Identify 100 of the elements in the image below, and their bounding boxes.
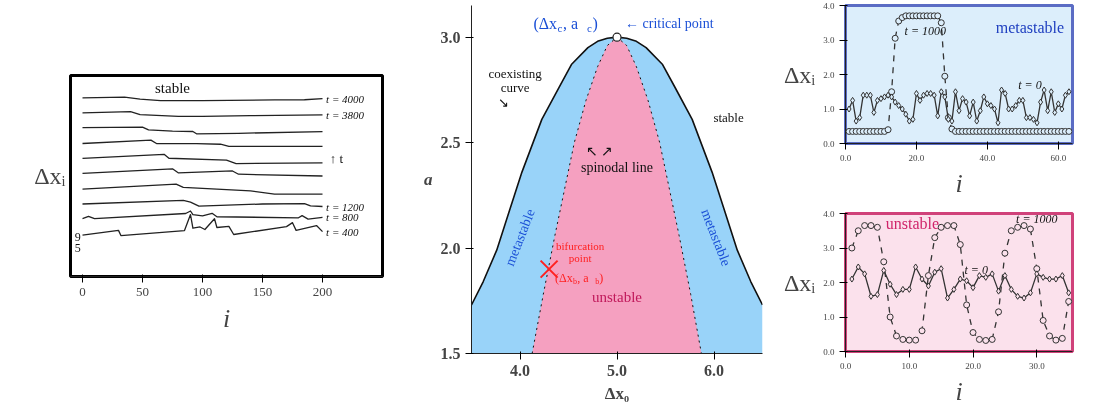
point (1065, 297, 1073, 305)
y-tick-label: 3.0 (823, 35, 835, 45)
annotation: metastable (995, 19, 1065, 37)
point (950, 222, 958, 230)
point (956, 241, 964, 249)
point (918, 327, 926, 335)
annotation: ← critical point (625, 15, 714, 31)
point (995, 308, 1003, 316)
text: stable (155, 80, 191, 97)
x-tick-label: 20.0 (965, 360, 982, 371)
point (964, 277, 970, 285)
point (1033, 265, 1041, 273)
point (989, 270, 995, 278)
point (924, 272, 932, 280)
point (938, 265, 944, 273)
point (886, 313, 894, 321)
y-tick-label: 1.0 (823, 312, 835, 322)
point (1058, 334, 1066, 342)
point (905, 336, 913, 344)
point (1008, 285, 1014, 293)
x-tick-label: 40.0 (979, 152, 996, 163)
point (894, 291, 900, 299)
x-tick-label: 5.0 (607, 361, 627, 379)
series-label: t = 400 (326, 225, 360, 238)
point (1052, 336, 1060, 344)
point (868, 292, 874, 300)
point (1039, 316, 1047, 324)
point (906, 285, 912, 293)
point (925, 282, 931, 290)
series-label: t = 0 (964, 263, 988, 278)
point (976, 272, 982, 280)
point (1066, 289, 1072, 297)
x-tick-label: 60.0 (1050, 152, 1067, 163)
point (861, 222, 869, 230)
point (1015, 292, 1021, 300)
point (919, 275, 925, 283)
point (975, 335, 983, 343)
series-label: t = 0 (1018, 77, 1042, 92)
series-label: t = 1000 (1016, 211, 1058, 226)
y-tick-label: 4.0 (823, 0, 835, 11)
point (1040, 273, 1046, 281)
x-axis-title: i (955, 376, 963, 406)
point (963, 301, 971, 309)
x-tick-label: 4.0 (510, 361, 530, 379)
point (912, 336, 920, 344)
point (1014, 223, 1022, 231)
point (970, 284, 976, 292)
y-tick-label: 4.0 (823, 208, 835, 219)
y-tick-label: 2.0 (823, 277, 835, 288)
x-tick-label: 30.0 (1028, 360, 1046, 371)
x-tick-label: 10.0 (901, 360, 918, 371)
point (893, 332, 901, 340)
y-axis-title: Δxᵢ (783, 269, 816, 296)
annotation: unstable (592, 288, 643, 305)
point (951, 285, 957, 293)
point (1021, 294, 1027, 302)
y-tick-label: 3.0 (440, 28, 461, 46)
y-tick-label: 2.5 (440, 134, 461, 152)
point (996, 287, 1002, 295)
annotation: bifurcation point (556, 240, 605, 265)
point (1026, 225, 1034, 233)
x-tick-label: 150 (252, 283, 273, 299)
point (945, 294, 951, 302)
series-label: t = 1000 (904, 24, 947, 39)
y-tick-label: 1.0 (823, 104, 835, 114)
y-axis-title: Δxᵢ (34, 163, 66, 189)
point (982, 336, 990, 344)
point (874, 291, 880, 299)
point (1059, 272, 1065, 280)
x-tick-label: 100 (192, 283, 213, 299)
y-tick-label: 2.0 (440, 239, 461, 257)
x-tick-label: 50 (136, 283, 149, 299)
y-tick-label: 0.0 (823, 138, 835, 149)
point (1034, 270, 1040, 278)
point (913, 263, 919, 271)
x-tick-label: 6.0 (704, 361, 724, 379)
point (880, 258, 888, 266)
point (1001, 249, 1009, 257)
y-tick-label: 2.0 (823, 69, 835, 80)
x-tick-label: 0 (79, 283, 86, 299)
x-tick-label: 200 (312, 283, 333, 299)
point (854, 227, 862, 235)
y-axis-title: a (424, 170, 433, 189)
point (1007, 227, 1015, 235)
x-tick-label: 20.0 (908, 152, 925, 163)
point (900, 285, 906, 293)
series-label: t = 1200 (326, 200, 365, 213)
annotation: coexisting curve ↘ (488, 65, 543, 110)
x-tick-label: 0.0 (839, 360, 852, 371)
y-tick-label: 3.0 (823, 243, 835, 253)
y-tick-label: 1.5 (440, 345, 461, 362)
point (1053, 275, 1059, 283)
point (1020, 222, 1028, 230)
point (867, 222, 875, 230)
y-axis-title: Δxᵢ (783, 61, 816, 88)
point (931, 234, 939, 242)
point (1046, 332, 1054, 340)
series-label: t = 4000 (326, 92, 365, 105)
point (1047, 275, 1053, 283)
point (862, 270, 868, 278)
